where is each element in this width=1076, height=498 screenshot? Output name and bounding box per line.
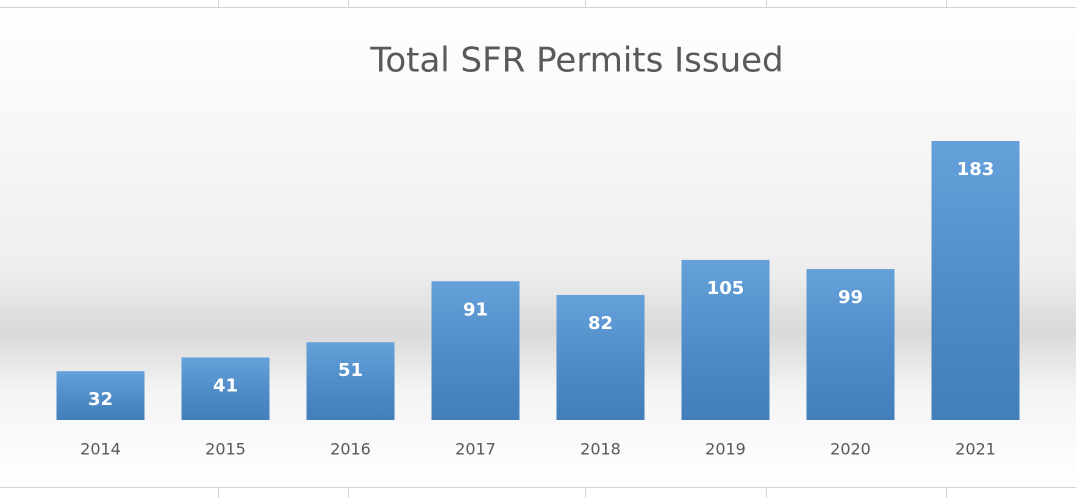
data-label: 105 [707,278,745,299]
data-label: 99 [838,287,863,308]
x-tick-label: 2017 [455,440,496,459]
x-tick-label: 2020 [830,440,871,459]
chart-background [0,8,1076,486]
x-tick-label: 2015 [205,440,246,459]
data-label: 82 [588,313,613,334]
x-tick-label: 2016 [330,440,371,459]
x-tick-label: 2014 [80,440,121,459]
x-tick-label: 2018 [580,440,621,459]
data-label: 41 [213,375,238,396]
chart-title: Total SFR Permits Issued [369,41,783,81]
bar [931,141,1020,420]
x-tick-label: 2021 [955,440,996,459]
data-label: 51 [338,360,363,381]
data-label: 91 [463,299,488,320]
data-label: 32 [88,389,113,410]
x-tick-label: 2019 [705,440,746,459]
data-label: 183 [957,159,995,180]
